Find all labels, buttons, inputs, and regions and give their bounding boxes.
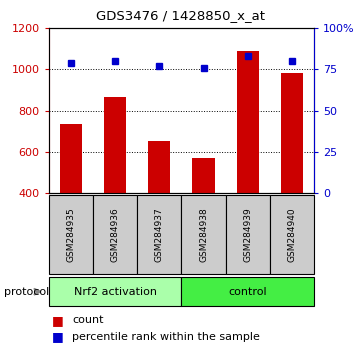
Text: ■: ■: [52, 331, 64, 343]
Bar: [281, 73, 303, 193]
Text: GSM284938: GSM284938: [199, 207, 208, 262]
Text: GDS3476 / 1428850_x_at: GDS3476 / 1428850_x_at: [96, 9, 265, 22]
Text: GSM284937: GSM284937: [155, 207, 164, 262]
Text: percentile rank within the sample: percentile rank within the sample: [72, 332, 260, 342]
Bar: [237, 51, 259, 193]
Text: ■: ■: [52, 314, 64, 327]
Text: protocol: protocol: [4, 287, 49, 297]
Bar: [192, 158, 214, 193]
Bar: [60, 124, 82, 193]
Text: GSM284935: GSM284935: [66, 207, 75, 262]
Text: GSM284939: GSM284939: [243, 207, 252, 262]
Text: Nrf2 activation: Nrf2 activation: [74, 287, 157, 297]
Bar: [148, 141, 170, 193]
Text: count: count: [72, 315, 104, 325]
Bar: [104, 97, 126, 193]
Text: GSM284936: GSM284936: [110, 207, 119, 262]
Text: GSM284940: GSM284940: [287, 207, 296, 262]
Text: control: control: [229, 287, 267, 297]
